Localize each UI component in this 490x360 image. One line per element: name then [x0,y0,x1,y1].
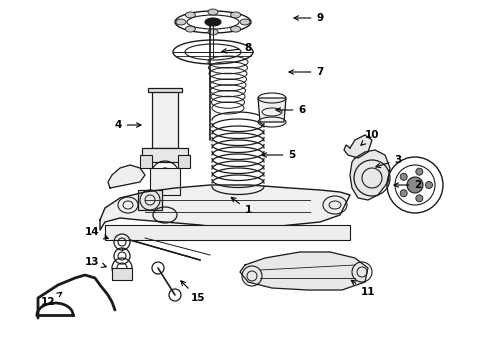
Polygon shape [100,185,350,230]
Polygon shape [112,268,132,280]
Text: 13: 13 [85,257,106,267]
Polygon shape [150,168,180,195]
Text: 8: 8 [222,43,252,53]
Ellipse shape [416,168,423,175]
Polygon shape [148,88,182,92]
Ellipse shape [208,9,218,15]
Text: 1: 1 [231,197,252,215]
Text: 11: 11 [351,280,375,297]
Ellipse shape [185,26,196,32]
Polygon shape [140,155,152,168]
Text: 2: 2 [394,180,421,190]
Ellipse shape [400,190,407,197]
Polygon shape [105,225,350,240]
Text: 12: 12 [41,292,62,307]
Text: 7: 7 [289,67,324,77]
Text: 9: 9 [294,13,323,23]
Text: 14: 14 [85,227,108,239]
Ellipse shape [205,18,221,26]
Ellipse shape [425,181,433,189]
Ellipse shape [176,19,186,25]
Text: 3: 3 [376,155,402,168]
Text: 5: 5 [262,150,295,160]
Polygon shape [258,98,286,122]
Ellipse shape [400,173,407,180]
Polygon shape [240,252,368,290]
Polygon shape [344,135,372,158]
Polygon shape [152,90,178,148]
Polygon shape [142,148,188,162]
Polygon shape [138,190,162,210]
Text: 4: 4 [114,120,141,130]
Polygon shape [178,155,190,168]
Ellipse shape [416,195,423,202]
Text: 6: 6 [276,105,306,115]
Ellipse shape [231,26,241,32]
Ellipse shape [231,12,241,18]
Ellipse shape [240,19,250,25]
Text: 10: 10 [361,130,379,145]
Polygon shape [350,150,390,200]
Polygon shape [108,165,145,188]
Ellipse shape [185,12,196,18]
Ellipse shape [407,177,423,193]
Text: 15: 15 [181,281,205,303]
Ellipse shape [208,29,218,35]
